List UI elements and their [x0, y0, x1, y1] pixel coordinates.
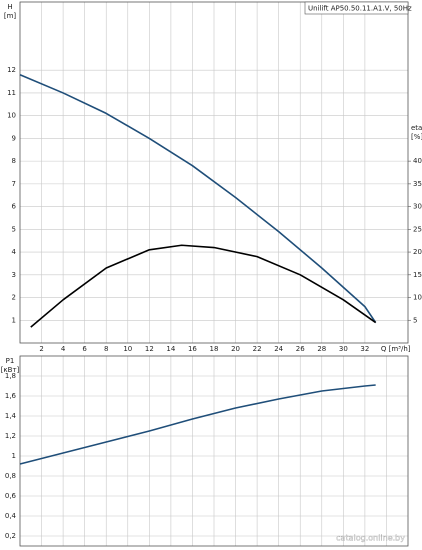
y-tick-label: 0,2: [5, 532, 16, 540]
curve-eta: [30, 244, 377, 328]
x-tick-label: 4: [61, 345, 66, 353]
plot-frame: [19, 355, 409, 547]
y2-tick-label: 15: [413, 271, 422, 279]
legend-box: [304, 1, 409, 15]
y-tick-label: 12: [7, 66, 16, 74]
y2-tick-label: 25: [413, 225, 422, 233]
y-axis-label: H: [7, 3, 12, 11]
y-tick-label: 5: [12, 225, 16, 233]
y-tick-label: 6: [12, 203, 17, 211]
y-tick-label: 1: [12, 316, 16, 324]
y-tick-label: 10: [7, 112, 16, 120]
y-tick-label: 7: [12, 180, 16, 188]
plot-frame: [19, 1, 409, 344]
x-tick-label: 16: [188, 345, 197, 353]
y-tick-label: 0,8: [5, 472, 16, 480]
curve-h: [19, 74, 377, 323]
x-axis-label: Q [m³/h]: [381, 345, 411, 353]
x-tick-label: 24: [274, 345, 283, 353]
y-tick-label: 9: [12, 134, 16, 142]
y-axis-unit: [кВт]: [1, 366, 20, 374]
x-tick-label: 14: [166, 345, 175, 353]
y-tick-label: 1,2: [5, 432, 16, 440]
x-tick-label: 18: [210, 345, 219, 353]
x-tick-label: 2: [39, 345, 43, 353]
y-tick-label: 0,4: [5, 512, 17, 520]
y-tick-label: 11: [7, 89, 16, 97]
x-tick-label: 20: [231, 345, 240, 353]
y-axis-unit: [m]: [4, 12, 17, 20]
y-tick-label: 4: [12, 248, 17, 256]
y-tick-label: 1,4: [5, 412, 17, 420]
y2-tick-label: 35: [413, 180, 422, 188]
y-tick-label: 2: [12, 294, 16, 302]
y-tick-label: 3: [12, 271, 16, 279]
y-tick-label: 8: [12, 157, 16, 165]
x-tick-label: 28: [317, 345, 326, 353]
x-tick-label: 6: [82, 345, 87, 353]
x-tick-label: 32: [360, 345, 369, 353]
watermark: catalog.online.by: [336, 534, 405, 543]
y2-tick-label: 30: [413, 203, 422, 211]
x-tick-label: 8: [104, 345, 108, 353]
y2-tick-label: 40: [413, 157, 422, 165]
y-tick-label: 1,6: [5, 392, 17, 400]
x-tick-label: 26: [296, 345, 305, 353]
y-tick-label: 1: [12, 452, 16, 460]
y-axis-label: P1: [6, 357, 15, 365]
x-tick-label: 22: [253, 345, 262, 353]
x-tick-label: 12: [145, 345, 154, 353]
curve-p1: [19, 384, 376, 465]
y-tick-label: 1,8: [5, 372, 16, 380]
x-tick-label: 30: [339, 345, 348, 353]
y2-tick-label: 10: [413, 294, 422, 302]
legend-text: Unilift AP50.50.11.A1.V, 50Hz: [308, 5, 412, 13]
y2-axis-unit: [%]: [411, 133, 422, 141]
x-tick-label: 10: [123, 345, 132, 353]
y2-axis-label: eta: [411, 124, 422, 132]
y2-tick-label: 20: [413, 248, 422, 256]
y-tick-label: 0,6: [5, 492, 17, 500]
y2-tick-label: 5: [413, 316, 417, 324]
